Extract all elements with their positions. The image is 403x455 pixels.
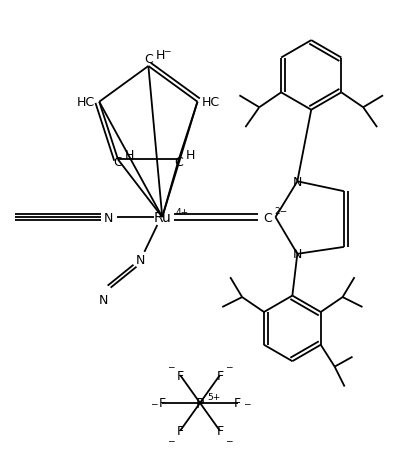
Text: 2−: 2− <box>274 206 288 215</box>
Text: F: F <box>234 397 241 410</box>
Text: H: H <box>186 149 195 162</box>
Text: C: C <box>174 156 183 169</box>
Text: C: C <box>144 52 153 66</box>
Text: F: F <box>216 369 223 382</box>
Text: HC: HC <box>77 96 95 109</box>
Text: N: N <box>104 211 113 224</box>
Text: HC: HC <box>202 96 220 109</box>
Text: N: N <box>293 175 302 188</box>
Text: F: F <box>216 425 223 437</box>
Text: Ru: Ru <box>154 211 171 225</box>
Text: H: H <box>155 48 165 61</box>
Text: C: C <box>114 156 123 169</box>
Text: H: H <box>125 149 134 162</box>
Text: F: F <box>159 397 166 410</box>
Text: F: F <box>177 369 184 382</box>
Text: N: N <box>99 293 108 306</box>
Text: −: − <box>243 399 250 408</box>
Text: −: − <box>225 435 233 444</box>
Text: 5+: 5+ <box>207 393 220 402</box>
Text: −: − <box>225 362 233 371</box>
Text: C: C <box>263 211 272 224</box>
Text: −: − <box>168 362 175 371</box>
Text: N: N <box>136 254 145 267</box>
Text: P: P <box>196 396 204 410</box>
Text: −: − <box>163 46 171 56</box>
Text: 4+: 4+ <box>175 207 188 216</box>
Text: −: − <box>168 435 175 444</box>
Text: −: − <box>150 399 157 408</box>
Text: F: F <box>177 425 184 437</box>
Text: N: N <box>293 248 302 261</box>
